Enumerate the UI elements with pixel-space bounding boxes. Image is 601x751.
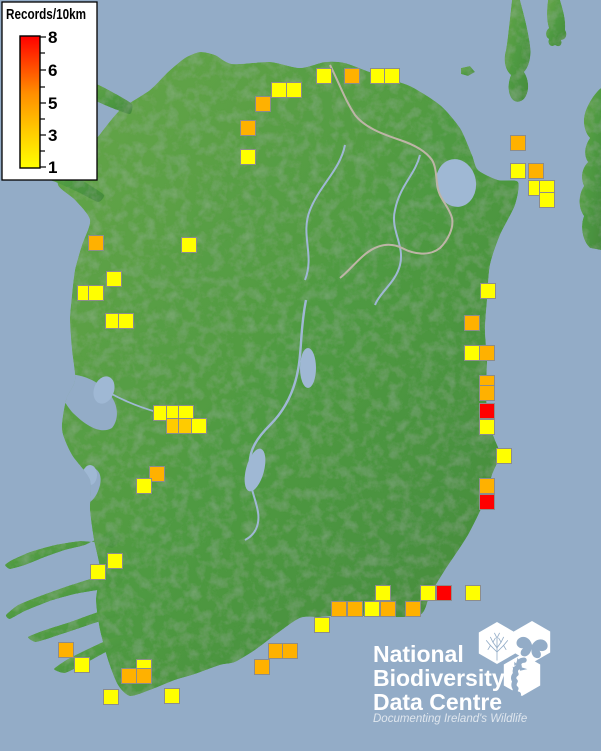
svg-text:8: 8 xyxy=(48,28,57,47)
svg-text:National: National xyxy=(373,641,464,667)
svg-text:Data Centre: Data Centre xyxy=(373,689,502,715)
svg-text:5: 5 xyxy=(48,94,57,113)
svg-text:Documenting Ireland's Wildlife: Documenting Ireland's Wildlife xyxy=(373,713,527,725)
svg-text:6: 6 xyxy=(48,61,57,80)
svg-text:Records/10km: Records/10km xyxy=(6,6,86,23)
svg-text:3: 3 xyxy=(48,126,57,145)
svg-text:1: 1 xyxy=(48,158,57,177)
svg-text:Biodiversity: Biodiversity xyxy=(373,665,505,691)
